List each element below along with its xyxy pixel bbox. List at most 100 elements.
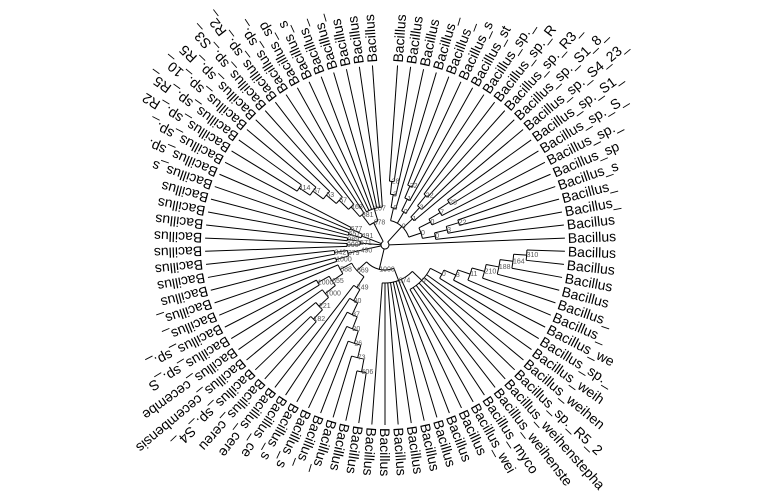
bootstrap-value: 0 (442, 271, 446, 278)
branch (443, 269, 457, 276)
branch (373, 222, 384, 242)
branch (453, 279, 546, 328)
branch (318, 297, 329, 307)
branch (358, 66, 381, 208)
branch (421, 280, 516, 371)
bootstrap-value: 657 (349, 231, 361, 238)
branch (254, 316, 312, 371)
branch (513, 253, 527, 256)
clade-arc (321, 289, 329, 298)
tip-label: Bacillus (403, 15, 426, 65)
bootstrap-value: 11 (470, 271, 477, 278)
branch (418, 282, 506, 380)
bootstrap-value: 310 (527, 252, 539, 259)
branch (388, 237, 565, 246)
clade-arc (351, 355, 364, 360)
branch (360, 245, 382, 251)
branch (356, 276, 365, 288)
bootstrap-value: 0 (435, 233, 439, 240)
branch (207, 211, 348, 239)
bootstrap-value: 990 (347, 242, 359, 249)
branch (387, 282, 399, 425)
clade-arc (382, 271, 413, 284)
bootstrap-value: 669 (357, 268, 369, 275)
branch (360, 242, 382, 246)
bootstrap-value: 207 (374, 206, 386, 213)
branch (441, 161, 546, 217)
tip-label: Bacillus (360, 427, 379, 476)
branch (333, 72, 375, 209)
branch (467, 279, 551, 316)
bootstrap-value: 0 (393, 205, 397, 212)
branch (255, 119, 331, 192)
branch (326, 194, 337, 204)
bootstrap-value: 678 (374, 220, 386, 227)
clade-arc (349, 297, 358, 304)
branch (308, 326, 348, 409)
bootstrap-value: 491 (362, 233, 374, 240)
bootstrap-value: 677 (351, 226, 363, 233)
branch (439, 277, 540, 340)
branch (308, 81, 370, 211)
branch (238, 139, 302, 186)
tip-label: Bacillus (344, 15, 367, 65)
clade-arc (380, 240, 390, 250)
branch (207, 253, 335, 278)
branch (296, 87, 367, 213)
branch (331, 273, 344, 282)
bootstrap-value: 506 (362, 369, 374, 376)
bootstrap-value: 379 (348, 250, 360, 257)
branch (423, 277, 524, 361)
branch (413, 129, 524, 222)
branch (230, 284, 320, 340)
branch (426, 274, 532, 350)
branch (214, 260, 337, 304)
branch (298, 187, 311, 196)
branch (335, 255, 349, 261)
tip-label: Bacillus (154, 211, 204, 232)
bootstrap-value: 73 (358, 355, 366, 362)
bootstrap-value: 490 (361, 247, 373, 254)
branch (264, 321, 317, 380)
branch (214, 186, 350, 234)
bootstrap-value: 989 (347, 236, 359, 243)
branch (418, 221, 431, 229)
bootstrap-value: 28 (392, 178, 400, 185)
branch (398, 280, 450, 414)
branch (500, 259, 514, 262)
branch (274, 101, 355, 205)
branch (402, 218, 413, 229)
bootstrap-value: 22 (459, 220, 467, 227)
branch (457, 186, 556, 221)
bootstrap-value: 22 (426, 193, 434, 200)
clade-arc (418, 227, 423, 239)
bootstrap-value: 881 (362, 212, 374, 219)
bootstrap-value: 1000 (325, 291, 341, 298)
tip-label: Bacillus (361, 14, 380, 63)
branch (459, 198, 560, 226)
branch (457, 269, 471, 275)
branch (412, 287, 485, 396)
clade-arc (349, 227, 352, 231)
branch (373, 208, 379, 222)
branch (497, 273, 560, 291)
bootstrap-value: 53 (326, 192, 334, 199)
tip-label: Bacillus (566, 257, 616, 278)
branch (350, 206, 361, 217)
branch (285, 298, 351, 396)
clade-arc (366, 261, 395, 271)
branch (378, 248, 385, 270)
bootstrap-value: 26 (354, 340, 362, 347)
branch (422, 235, 436, 239)
clade-arc (437, 209, 443, 216)
tip-label: Bacillus (568, 228, 617, 246)
tree-group: BacillusBacillus28Bacillus3Bacillus_0Bac… (133, 9, 631, 493)
bootstrap-value: 0 (404, 209, 408, 216)
bootstrap-value: 0 (421, 230, 425, 237)
branch (339, 262, 352, 270)
branch (410, 207, 420, 218)
clade-arc (316, 279, 320, 286)
branch (357, 344, 362, 358)
branch (325, 285, 336, 295)
bootstrap-value: 67 (313, 188, 321, 195)
